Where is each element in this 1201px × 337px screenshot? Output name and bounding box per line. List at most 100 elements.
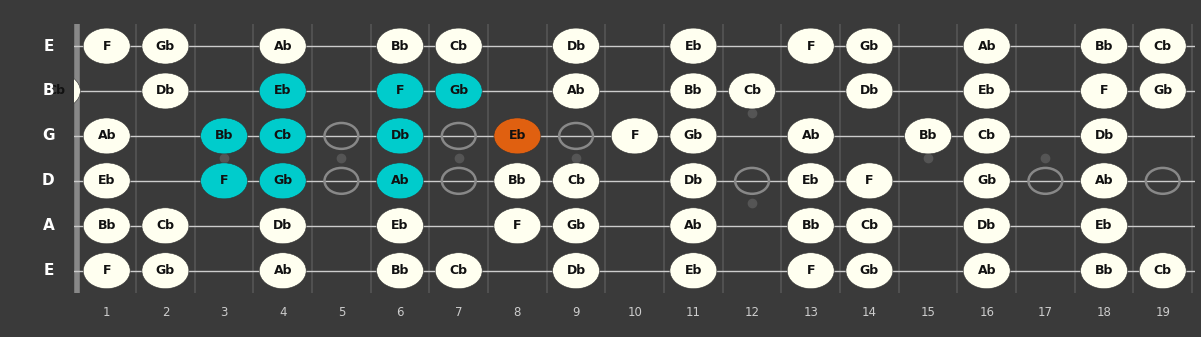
Text: Gb: Gb: [1153, 85, 1172, 97]
Text: Bb: Bb: [1095, 39, 1113, 53]
Text: Gb: Gb: [567, 219, 586, 232]
Circle shape: [963, 163, 1010, 199]
Circle shape: [788, 28, 835, 64]
Circle shape: [34, 73, 80, 109]
Text: F: F: [807, 39, 815, 53]
Circle shape: [1140, 28, 1187, 64]
Circle shape: [1081, 163, 1128, 199]
Circle shape: [259, 73, 306, 109]
Text: Cb: Cb: [156, 219, 174, 232]
Circle shape: [435, 73, 482, 109]
Circle shape: [259, 253, 306, 289]
Circle shape: [377, 253, 424, 289]
Text: Cb: Cb: [274, 129, 292, 143]
Text: Eb: Eb: [509, 129, 526, 143]
Text: Db: Db: [156, 85, 175, 97]
Circle shape: [788, 253, 835, 289]
Circle shape: [201, 118, 247, 154]
Text: E: E: [43, 38, 54, 54]
Text: 4: 4: [279, 306, 287, 319]
Text: Eb: Eb: [685, 264, 703, 277]
Text: 12: 12: [745, 306, 759, 319]
Circle shape: [963, 73, 1010, 109]
Text: A: A: [42, 218, 54, 233]
Circle shape: [788, 208, 835, 244]
Circle shape: [670, 28, 717, 64]
Text: Ab: Ab: [978, 264, 996, 277]
Text: Bb: Bb: [685, 85, 703, 97]
Circle shape: [259, 28, 306, 64]
Text: 11: 11: [686, 306, 701, 319]
Text: Db: Db: [567, 39, 586, 53]
Circle shape: [435, 253, 482, 289]
Circle shape: [83, 118, 130, 154]
Circle shape: [377, 28, 424, 64]
Text: B: B: [42, 84, 54, 98]
Text: Eb: Eb: [1095, 219, 1113, 232]
Circle shape: [846, 253, 892, 289]
Circle shape: [1140, 73, 1187, 109]
Text: Db: Db: [860, 85, 879, 97]
Text: 3: 3: [220, 306, 228, 319]
Text: Ab: Ab: [1095, 174, 1113, 187]
Circle shape: [83, 28, 130, 64]
Text: Gb: Gb: [156, 39, 175, 53]
Circle shape: [670, 73, 717, 109]
Text: D: D: [42, 173, 55, 188]
Circle shape: [846, 28, 892, 64]
Text: Ab: Ab: [390, 174, 410, 187]
Circle shape: [142, 253, 189, 289]
Text: Bb: Bb: [919, 129, 937, 143]
Text: Gb: Gb: [449, 85, 468, 97]
Text: 13: 13: [803, 306, 818, 319]
Text: 5: 5: [337, 306, 345, 319]
Text: Cb: Cb: [978, 129, 996, 143]
Circle shape: [259, 118, 306, 154]
Text: Gb: Gb: [683, 129, 703, 143]
Text: 6: 6: [396, 306, 404, 319]
Circle shape: [1081, 118, 1128, 154]
Text: 10: 10: [627, 306, 643, 319]
Text: Cb: Cb: [48, 85, 66, 97]
Text: Cb: Cb: [743, 85, 761, 97]
Circle shape: [552, 208, 599, 244]
Circle shape: [1081, 253, 1128, 289]
Text: 19: 19: [1155, 306, 1170, 319]
Text: 7: 7: [455, 306, 462, 319]
Text: F: F: [220, 174, 228, 187]
Text: 8: 8: [514, 306, 521, 319]
Text: Cb: Cb: [1154, 39, 1172, 53]
Circle shape: [142, 73, 189, 109]
Circle shape: [377, 208, 424, 244]
Text: 17: 17: [1038, 306, 1053, 319]
Text: Eb: Eb: [685, 39, 703, 53]
Text: F: F: [807, 264, 815, 277]
Text: Eb: Eb: [274, 85, 292, 97]
Text: Gb: Gb: [273, 174, 292, 187]
Text: Cb: Cb: [449, 264, 467, 277]
Circle shape: [670, 253, 717, 289]
Text: Eb: Eb: [978, 85, 996, 97]
Text: Ab: Ab: [978, 39, 996, 53]
Text: F: F: [1100, 85, 1109, 97]
Circle shape: [670, 163, 717, 199]
Circle shape: [201, 163, 247, 199]
Circle shape: [83, 253, 130, 289]
Text: 2: 2: [162, 306, 169, 319]
Circle shape: [83, 208, 130, 244]
Text: Ab: Ab: [567, 85, 585, 97]
Circle shape: [670, 118, 717, 154]
Text: Gb: Gb: [156, 264, 175, 277]
Circle shape: [1081, 28, 1128, 64]
Text: Bb: Bb: [801, 219, 820, 232]
Text: F: F: [102, 39, 110, 53]
Circle shape: [377, 163, 424, 199]
Circle shape: [963, 118, 1010, 154]
Text: Ab: Ab: [274, 39, 292, 53]
Circle shape: [846, 73, 892, 109]
Text: Bb: Bb: [215, 129, 233, 143]
Circle shape: [729, 73, 776, 109]
Text: F: F: [631, 129, 639, 143]
Text: Db: Db: [1094, 129, 1113, 143]
Text: 18: 18: [1097, 306, 1111, 319]
